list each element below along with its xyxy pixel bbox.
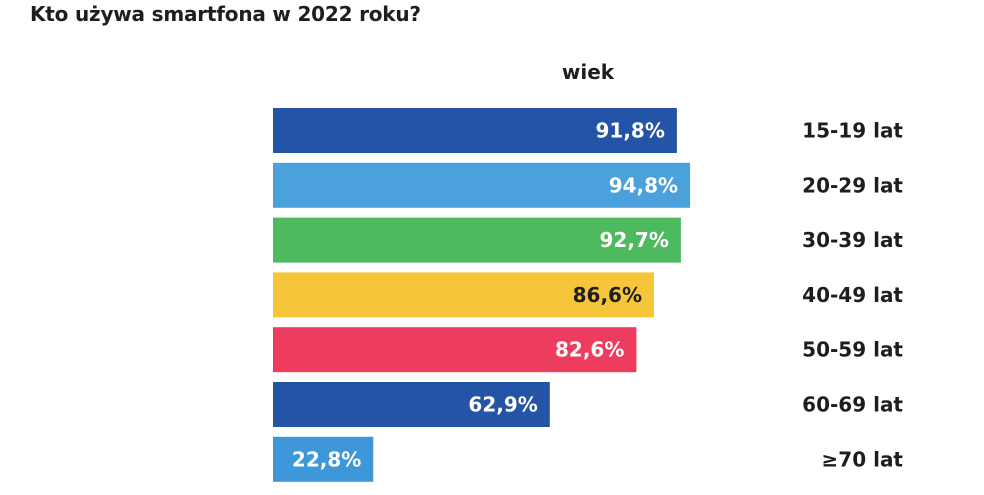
bar-2 xyxy=(273,217,681,263)
value-label-4: 82,6% xyxy=(555,338,624,362)
bar-1 xyxy=(273,162,691,208)
category-label-6: ≥70 lat xyxy=(822,447,904,471)
value-label-3: 86,6% xyxy=(573,283,642,307)
value-label-6: 22,8% xyxy=(292,447,361,471)
bar-6 xyxy=(273,436,374,482)
category-label-3: 40-49 lat xyxy=(802,283,903,307)
bar-5 xyxy=(273,382,550,427)
bar-0 xyxy=(273,108,677,153)
chart-title: Kto używa smartfona w 2022 roku? xyxy=(30,2,421,26)
value-label-5: 62,9% xyxy=(468,393,537,417)
category-label-0: 15-19 lat xyxy=(802,119,903,143)
bar-4 xyxy=(273,327,637,373)
value-label-0: 91,8% xyxy=(596,119,665,143)
bars-group: 91,8% 15-19 lat 94,8% 20-29 lat 92,7% 30-39 l… xyxy=(273,108,903,482)
bar-3 xyxy=(273,272,654,318)
group-label: wiek xyxy=(562,60,615,84)
category-label-2: 30-39 lat xyxy=(802,228,903,252)
category-label-1: 20-29 lat xyxy=(802,173,903,197)
category-label-5: 60-69 lat xyxy=(802,393,903,417)
value-label-1: 94,8% xyxy=(609,173,678,197)
category-label-4: 50-59 lat xyxy=(802,338,903,362)
value-label-2: 92,7% xyxy=(600,228,669,252)
